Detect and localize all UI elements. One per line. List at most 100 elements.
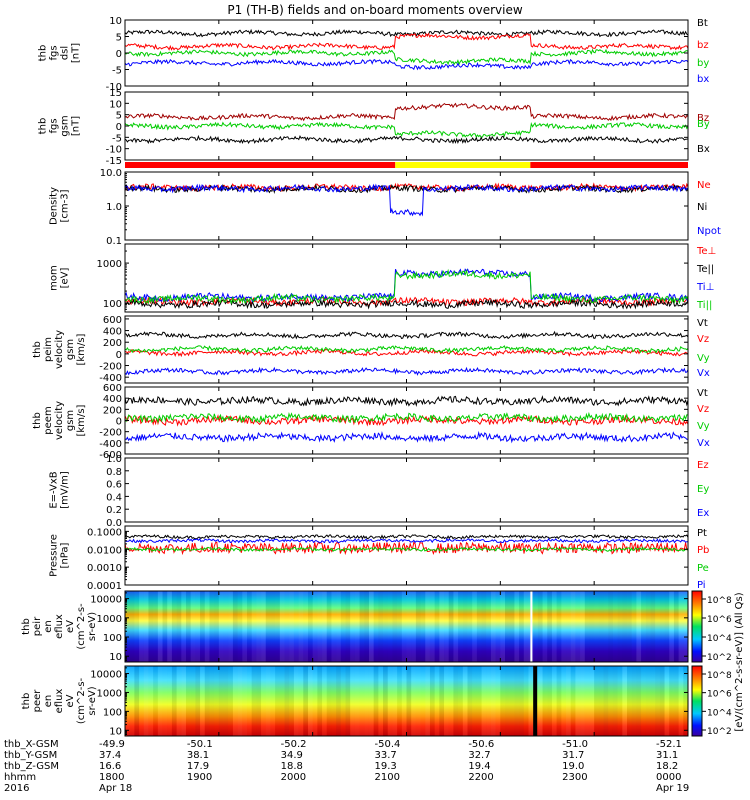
y-tick-label: 0	[116, 350, 122, 361]
spectrogram-strip	[509, 591, 515, 662]
spectrogram-strip	[129, 591, 135, 662]
spectrogram-strip	[448, 666, 454, 736]
spectrogram-strip	[265, 666, 271, 736]
spectrogram-strip	[490, 591, 496, 662]
spectrogram-strip	[519, 591, 524, 662]
y-axis-label: thb	[32, 412, 43, 429]
spectrogram-strip	[514, 591, 520, 662]
spectrogram-strip	[157, 666, 163, 736]
y-tick-label: 10	[109, 16, 122, 27]
legend-entry: Ti⊥	[696, 282, 714, 293]
y-tick-label: 10.0	[100, 168, 122, 179]
spectrogram-strip	[312, 666, 318, 736]
y-axis-label: eflux	[54, 614, 65, 639]
spectrogram-strip	[209, 591, 215, 662]
spectrogram-strip	[397, 591, 402, 662]
legend-entry: Ex	[697, 508, 709, 519]
ephemeris-value: -52.1	[656, 739, 682, 750]
colorbar-tick-label: 10^8	[707, 671, 732, 681]
spectrogram-strip	[537, 666, 543, 736]
spectrogram-strip	[162, 591, 168, 662]
spectrogram-strip	[223, 666, 229, 736]
spectrogram-strip	[622, 591, 628, 662]
spectrogram-strip	[195, 666, 201, 736]
spectrogram-strip	[411, 666, 416, 736]
legend-entry: Bz	[697, 113, 709, 124]
spectrogram-strip	[523, 591, 529, 662]
spectrogram-strip	[669, 591, 674, 662]
series-line-vz	[124, 348, 689, 358]
spectrogram-strip	[467, 591, 473, 662]
y-tick-label: -15	[106, 156, 122, 167]
spectrogram-strip	[500, 591, 506, 662]
spectrogram-strip	[486, 591, 491, 662]
spectrogram-strip	[636, 666, 642, 736]
spectrogram-strip	[542, 666, 548, 736]
ephemeris-value: 37.4	[99, 750, 121, 761]
spectrogram-strip	[387, 591, 393, 662]
spectrogram-strip	[528, 666, 534, 736]
spectrogram-strip	[354, 591, 360, 662]
spectrogram-strip	[181, 591, 186, 662]
spectrogram-strip	[181, 666, 186, 736]
spectrogram-strip	[148, 666, 154, 736]
y-tick-label: 200	[103, 405, 122, 416]
spectrogram-strip	[490, 666, 496, 736]
series-line-vx	[124, 430, 688, 444]
spectrogram-strip	[354, 666, 360, 736]
y-tick-label: 10	[109, 652, 122, 663]
spectrogram-strip	[523, 666, 529, 736]
y-tick-label: 0.8	[106, 467, 122, 478]
spectrogram-strip	[458, 666, 463, 736]
y-tick-label: 0.0	[106, 518, 122, 529]
y-tick-label: 0.0010	[87, 563, 122, 574]
spectrogram-strip	[641, 666, 646, 736]
mode-bar-segment	[125, 162, 396, 168]
y-tick-label: -5	[112, 133, 122, 144]
spectrogram-strip	[664, 591, 670, 662]
spectrogram-strip	[439, 591, 445, 662]
series-line-vt	[124, 330, 689, 340]
series-line-vx	[124, 366, 689, 376]
panel-frame	[124, 91, 689, 161]
spectrogram-strip	[420, 591, 426, 662]
ephemeris-value: -49.9	[99, 739, 125, 750]
y-axis-label: [cm-3]	[60, 189, 71, 222]
spectrogram-strip	[176, 591, 182, 662]
spectrogram-strip	[411, 591, 416, 662]
spectrogram-strip	[589, 591, 595, 662]
spectrogram-strip	[509, 666, 515, 736]
y-tick-label: 600	[103, 383, 122, 394]
spectrogram-strip	[326, 591, 332, 662]
panel-peir_en_eflux: 10000 1000 100 10 thb peir en eflux eV (cm^2-s-sr…	[21, 590, 689, 663]
spectrogram-strip	[678, 591, 684, 662]
legend-entry: Pt	[697, 528, 707, 539]
spectrogram-strip	[218, 666, 224, 736]
spectrogram-strip	[678, 666, 684, 736]
panel-density: 10.0 1.0 0.1 Density [cm-3] Ne Ni Npot	[49, 168, 721, 247]
y-axis-label: thb	[21, 693, 32, 710]
ephemeris-value: -50.1	[187, 739, 213, 750]
spectrogram-strip	[500, 666, 506, 736]
legend-entry: Vz	[697, 334, 709, 345]
spectrogram-strip	[444, 591, 449, 662]
ephemeris-value: 19.4	[468, 761, 490, 772]
spectrogram-strip	[434, 666, 440, 736]
y-axis-label: fgs	[49, 118, 60, 133]
ephemeris-value: 31.1	[656, 750, 678, 761]
spectrogram-strip	[368, 666, 374, 736]
spectrogram-strip	[453, 591, 459, 662]
spectrogram-strip	[589, 666, 595, 736]
spectrogram-strip	[143, 666, 149, 736]
spectrogram-strip	[125, 666, 130, 736]
y-tick-label: -600	[99, 450, 122, 461]
ephemeris-row-label: 2016	[4, 783, 29, 794]
spectrogram-strip	[368, 591, 374, 662]
colorbar-tick-label: 10^4	[707, 634, 732, 644]
legend-entry: By	[697, 119, 710, 130]
spectrogram-strip	[336, 591, 341, 662]
y-tick-label: -10	[106, 82, 122, 93]
spectrogram-strip	[171, 591, 177, 662]
series-line-vy	[124, 344, 689, 355]
